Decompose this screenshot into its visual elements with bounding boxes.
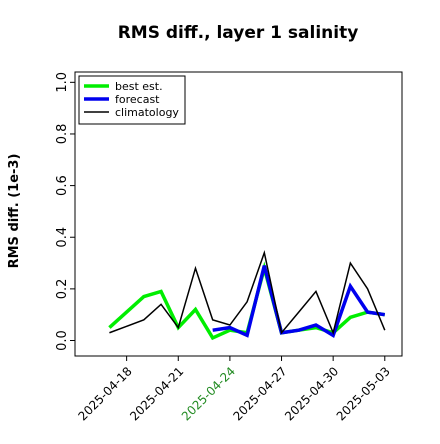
x-tick-label: 2025-04-27	[230, 364, 289, 423]
chart-title: RMS diff., layer 1 salinity	[118, 23, 359, 43]
y-tick-label: 0.0	[55, 330, 70, 351]
series-line	[109, 249, 386, 336]
legend-label: climatology	[115, 106, 179, 119]
series-line	[212, 265, 386, 338]
y-tick-label: 0.2	[55, 279, 70, 300]
x-tick-label: 2025-04-18	[76, 364, 135, 423]
y-tick-label: 1.0	[55, 72, 70, 93]
y-tick-label: 0.8	[55, 124, 70, 145]
legend-label: best est.	[115, 80, 163, 93]
x-tick-label: 2025-04-24	[179, 364, 238, 423]
x-tick-label: 2025-04-30	[282, 364, 341, 423]
plot-frame	[74, 71, 403, 357]
y-tick-label: 0.4	[55, 227, 70, 248]
x-tick-label: 2025-04-21	[127, 364, 186, 423]
x-tick-label: 2025-05-03	[334, 364, 393, 423]
legend-label: forecast	[115, 93, 160, 106]
y-axis-label: RMS diff. (1e-3)	[7, 154, 22, 269]
y-tick-label: 0.6	[55, 175, 70, 196]
